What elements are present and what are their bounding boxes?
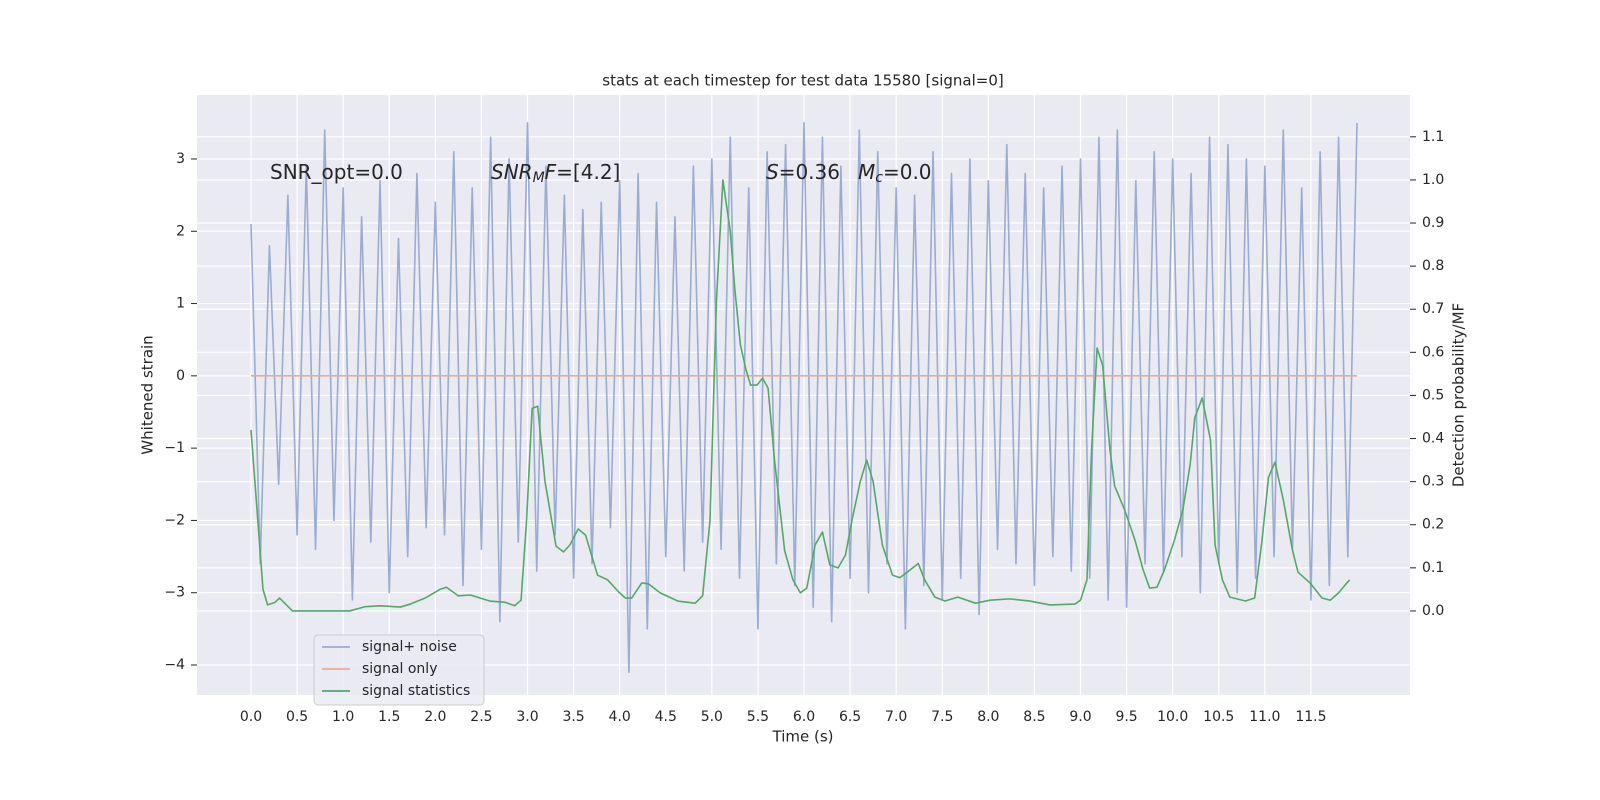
annotation-part: =0.0 bbox=[883, 160, 932, 184]
annotation-part: SNR bbox=[491, 160, 533, 184]
annotation-part: M bbox=[533, 170, 545, 186]
y2-tick-label: 0.7 bbox=[1422, 301, 1444, 317]
x-tick-label: 9.5 bbox=[1115, 709, 1137, 725]
x-tick-label: 11.5 bbox=[1295, 709, 1326, 725]
y2-tick-label: 0.5 bbox=[1422, 387, 1444, 403]
x-tick-label: 6.0 bbox=[793, 709, 815, 725]
annotation-part: S bbox=[766, 160, 779, 184]
x-tick-label: 1.5 bbox=[378, 709, 400, 725]
x-tick-label: 10.5 bbox=[1203, 709, 1234, 725]
annotation: SNR_opt=0.0 bbox=[270, 160, 403, 184]
y2-tick-label: 0.8 bbox=[1422, 258, 1444, 274]
y2-tick-label: 0.1 bbox=[1422, 560, 1444, 576]
x-tick-label: 1.0 bbox=[332, 709, 354, 725]
y2-tick-label: 0.9 bbox=[1422, 215, 1444, 231]
annotation: S=0.36 bbox=[766, 160, 840, 184]
y2-tick-label: 0.2 bbox=[1422, 517, 1444, 533]
y-tick-label: −4 bbox=[164, 657, 185, 673]
x-tick-label: 0.0 bbox=[240, 709, 262, 725]
y-tick-label: 1 bbox=[176, 296, 185, 312]
x-tick-label: 0.5 bbox=[286, 709, 308, 725]
x-tick-label: 7.0 bbox=[885, 709, 907, 725]
y2-axis-label: Detection probability/MF bbox=[1450, 303, 1468, 487]
series-line bbox=[250, 179, 1351, 612]
x-axis-label: Time (s) bbox=[772, 728, 834, 746]
annotation: Mc=0.0 bbox=[858, 160, 932, 187]
x-tick-label: 11.0 bbox=[1249, 709, 1280, 725]
y2-tick-label: 1.1 bbox=[1422, 129, 1444, 145]
y-tick-label: 0 bbox=[176, 368, 185, 384]
y-tick-label: −3 bbox=[164, 585, 185, 601]
x-tick-label: 2.5 bbox=[470, 709, 492, 725]
annotation: SNRMF=[4.2] bbox=[491, 160, 620, 187]
y-axis-label: Whitened strain bbox=[139, 335, 157, 454]
x-tick-label: 4.0 bbox=[609, 709, 631, 725]
x-tick-label: 3.5 bbox=[562, 709, 584, 725]
x-tick-label: 7.5 bbox=[931, 709, 953, 725]
x-tick-label: 9.0 bbox=[1069, 709, 1091, 725]
x-tick-label: 6.5 bbox=[839, 709, 861, 725]
y-tick-label: −1 bbox=[164, 440, 185, 456]
series-line bbox=[250, 122, 1358, 674]
annotation-part: c bbox=[875, 170, 883, 186]
annotation-part: SNR_opt=0.0 bbox=[270, 160, 403, 184]
y2-tick-label: 0.4 bbox=[1422, 431, 1444, 447]
annotation-part: =0.36 bbox=[779, 160, 840, 184]
legend-label: signal statistics bbox=[362, 683, 470, 699]
chart-title: stats at each timestep for test data 155… bbox=[602, 72, 1003, 90]
legend-label: signal+ noise bbox=[362, 639, 457, 655]
x-tick-label: 10.0 bbox=[1157, 709, 1188, 725]
x-tick-label: 8.5 bbox=[1023, 709, 1045, 725]
y-tick-label: 3 bbox=[176, 151, 185, 167]
x-tick-label: 4.5 bbox=[655, 709, 677, 725]
marks bbox=[250, 122, 1358, 674]
y2-tick-label: 0.0 bbox=[1422, 603, 1444, 619]
y-tick-label: 2 bbox=[176, 223, 185, 239]
legend-label: signal only bbox=[362, 661, 437, 677]
y2-tick-label: 0.3 bbox=[1422, 474, 1444, 490]
labels: 0.0 0.5 1.0 1.5 2.0 2.5 3.0 3.5 4.0 4.5 5.0 5.5 6.0 6… bbox=[164, 129, 1444, 725]
annotation-part: M bbox=[858, 160, 875, 184]
x-tick-label: 8.0 bbox=[977, 709, 999, 725]
x-tick-label: 3.0 bbox=[516, 709, 538, 725]
y-tick-label: −2 bbox=[164, 512, 185, 528]
y2-tick-label: 0.6 bbox=[1422, 344, 1444, 360]
annotation-part: =[4.2] bbox=[556, 160, 620, 184]
x-tick-label: 5.0 bbox=[701, 709, 723, 725]
x-tick-label: 5.5 bbox=[747, 709, 769, 725]
y2-tick-label: 1.0 bbox=[1422, 172, 1444, 188]
x-tick-label: 2.0 bbox=[424, 709, 446, 725]
legend-box bbox=[313, 634, 485, 706]
annotation-part: F bbox=[545, 160, 557, 184]
